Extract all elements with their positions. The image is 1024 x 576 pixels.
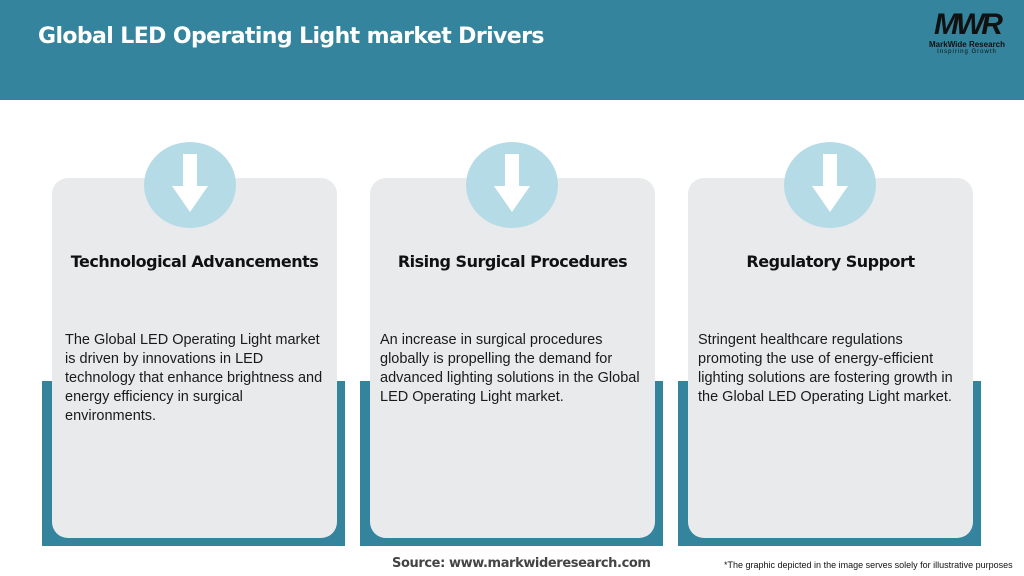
arrow-down-icon <box>466 142 558 228</box>
driver-card <box>688 178 973 538</box>
arrow-down-icon <box>144 142 236 228</box>
disclaimer-note: *The graphic depicted in the image serve… <box>724 560 1013 570</box>
logo: MWR MarkWide Research Inspiring Growth <box>924 10 1010 56</box>
arrow-down-icon <box>784 142 876 228</box>
card-text: An increase in surgical procedures globa… <box>380 332 640 405</box>
logo-mark: MWR <box>934 8 1003 41</box>
driver-card <box>52 178 337 538</box>
logo-name: MarkWide Research <box>929 40 1005 49</box>
header-banner: Global LED Operating Light market Driver… <box>0 0 1024 100</box>
card-text: Stringent healthcare regulations promoti… <box>698 332 953 405</box>
card-title: Technological Advancements <box>70 252 319 271</box>
logo-tagline: Inspiring Growth <box>937 49 997 55</box>
card-text: The Global LED Operating Light market is… <box>65 332 323 424</box>
page-title: Global LED Operating Light market Driver… <box>38 24 544 49</box>
card-title: Rising Surgical Procedures <box>397 252 628 271</box>
driver-card <box>370 178 655 538</box>
source-text: Source: www.markwideresearch.com <box>392 556 651 571</box>
card-title: Regulatory Support <box>746 252 915 271</box>
